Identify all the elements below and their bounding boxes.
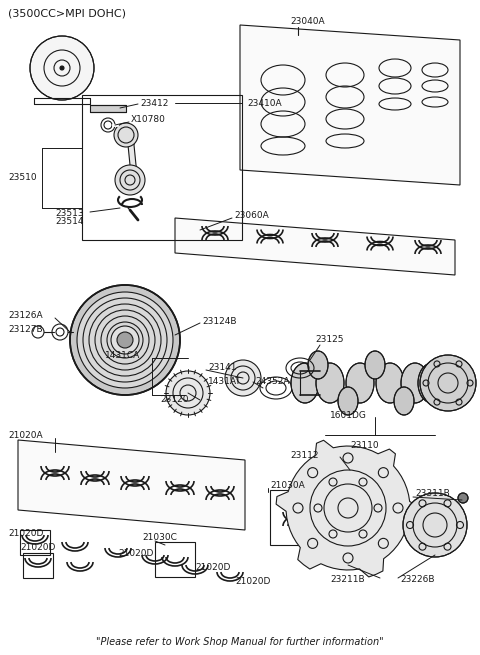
Ellipse shape: [401, 363, 429, 403]
Text: 23120: 23120: [160, 396, 189, 405]
Ellipse shape: [308, 351, 328, 379]
Bar: [82, 95, 242, 240]
Text: 23126A: 23126A: [8, 312, 43, 320]
Text: 23141: 23141: [208, 364, 237, 373]
Text: 21020D: 21020D: [195, 563, 230, 572]
Circle shape: [403, 493, 467, 557]
Bar: [23, 553, 53, 578]
Text: 21020D: 21020D: [8, 529, 43, 538]
Circle shape: [95, 310, 155, 370]
Text: 1431CA: 1431CA: [105, 352, 140, 360]
Text: 23410A: 23410A: [247, 98, 282, 107]
Bar: [270, 490, 325, 545]
Circle shape: [115, 165, 145, 195]
Text: (3500CC>MPI DOHC): (3500CC>MPI DOHC): [8, 9, 126, 19]
Circle shape: [458, 493, 468, 503]
Text: 23127B: 23127B: [8, 326, 43, 335]
Text: 23110: 23110: [350, 441, 379, 449]
Bar: [155, 542, 195, 577]
Text: 23040A: 23040A: [290, 18, 324, 26]
FancyArrow shape: [90, 105, 126, 111]
Text: 23514: 23514: [55, 217, 84, 227]
Circle shape: [30, 36, 94, 100]
Circle shape: [70, 285, 180, 395]
Text: 21020D: 21020D: [235, 578, 270, 586]
Text: 23226B: 23226B: [400, 576, 434, 584]
Circle shape: [107, 322, 143, 358]
Circle shape: [225, 360, 261, 396]
Ellipse shape: [316, 363, 344, 403]
Text: 23124B: 23124B: [202, 318, 237, 326]
Text: 21030C: 21030C: [142, 534, 177, 542]
Text: 1601DG: 1601DG: [330, 411, 367, 419]
Circle shape: [89, 304, 161, 376]
Circle shape: [420, 355, 476, 411]
Bar: [20, 530, 50, 555]
Text: 21020A: 21020A: [8, 432, 43, 441]
Text: 23060A: 23060A: [234, 212, 269, 221]
Polygon shape: [18, 440, 245, 530]
Text: 23125: 23125: [315, 335, 344, 345]
Circle shape: [60, 66, 64, 70]
Circle shape: [117, 332, 133, 348]
Polygon shape: [240, 25, 460, 185]
Circle shape: [114, 123, 138, 147]
Ellipse shape: [338, 387, 358, 415]
Text: 24352A: 24352A: [255, 377, 289, 386]
Ellipse shape: [346, 363, 374, 403]
Text: 23311B: 23311B: [415, 489, 450, 498]
Text: 21030A: 21030A: [270, 481, 305, 489]
Circle shape: [77, 292, 173, 388]
Text: 23412: 23412: [140, 98, 168, 107]
Ellipse shape: [376, 363, 404, 403]
Circle shape: [166, 371, 210, 415]
Circle shape: [111, 326, 139, 354]
Text: 23510: 23510: [8, 174, 36, 183]
Text: "Please refer to Work Shop Manual for further information": "Please refer to Work Shop Manual for fu…: [96, 637, 384, 647]
Circle shape: [83, 298, 167, 382]
Text: 23112: 23112: [290, 451, 319, 460]
Ellipse shape: [394, 387, 414, 415]
Ellipse shape: [418, 363, 446, 403]
Ellipse shape: [291, 363, 319, 403]
Polygon shape: [175, 218, 455, 275]
Text: 1431AT: 1431AT: [208, 377, 241, 386]
Polygon shape: [276, 440, 420, 577]
Polygon shape: [120, 130, 138, 185]
Text: 23211B: 23211B: [330, 576, 365, 584]
Ellipse shape: [365, 351, 385, 379]
Text: 21020D: 21020D: [20, 544, 55, 553]
Text: 23513: 23513: [55, 208, 84, 217]
Text: X10780: X10780: [131, 115, 166, 124]
Text: 21020D: 21020D: [118, 548, 154, 557]
Circle shape: [101, 316, 149, 364]
